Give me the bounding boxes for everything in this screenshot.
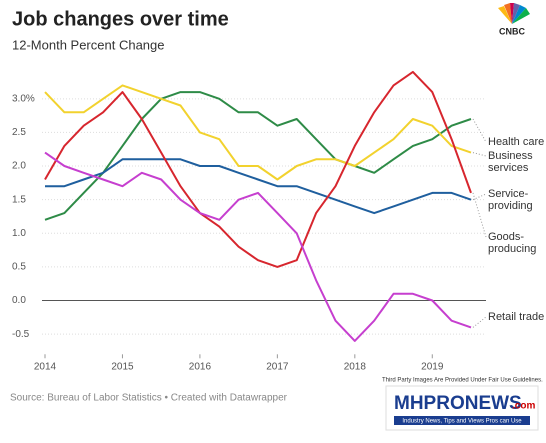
label-leader <box>472 316 487 328</box>
x-tick-label: 2018 <box>344 362 367 373</box>
x-tick-label: 2014 <box>34 362 57 373</box>
logo-text: CNBC <box>499 26 525 36</box>
series-line <box>44 91 472 221</box>
legend-label: Service-providing <box>488 188 533 212</box>
label-leader <box>472 118 487 143</box>
y-tick-label: 0.5 <box>12 262 26 273</box>
y-tick-label: 1.0 <box>12 228 26 239</box>
chart-subtitle: 12-Month Percent Change <box>12 37 164 52</box>
series-line <box>45 158 472 215</box>
cnbc-logo: CNBC <box>498 3 530 36</box>
series-line <box>44 151 472 342</box>
y-tick-label: 3.0% <box>12 93 35 104</box>
x-tick-label: 2015 <box>111 362 134 373</box>
y-tick-label: 2.0 <box>12 161 26 172</box>
chart-title: Job changes over time <box>12 8 229 30</box>
legend-label: Goods-producing <box>488 231 537 255</box>
y-tick-label: 1.5 <box>12 194 26 205</box>
y-tick-label: 2.5 <box>12 127 26 138</box>
watermark-logo: MHPRONEWS <box>394 393 522 414</box>
x-tick-label: 2017 <box>266 362 289 373</box>
y-tick-label: -0.5 <box>12 329 30 340</box>
y-tick-label: 0.0 <box>12 295 26 306</box>
legend-label: Health care <box>488 136 545 148</box>
watermark-note: Third Party Images Are Provided Under Fa… <box>382 378 543 384</box>
series-line <box>44 84 472 181</box>
legend-label: Business services <box>488 150 533 174</box>
watermark-tagline: Industry News, Tips and Views Pros can U… <box>402 419 522 425</box>
watermark-bar <box>394 416 530 425</box>
series-line <box>44 70 472 268</box>
source: Source: Bureau of Labor Statistics • Cre… <box>10 393 288 404</box>
x-tick-label: 2016 <box>189 362 212 373</box>
label-leader <box>472 152 487 157</box>
legend-label: Retail trade <box>488 311 545 323</box>
label-leader <box>472 192 487 238</box>
watermark-domain: .com <box>512 401 535 412</box>
x-tick-label: 2019 <box>421 362 444 373</box>
